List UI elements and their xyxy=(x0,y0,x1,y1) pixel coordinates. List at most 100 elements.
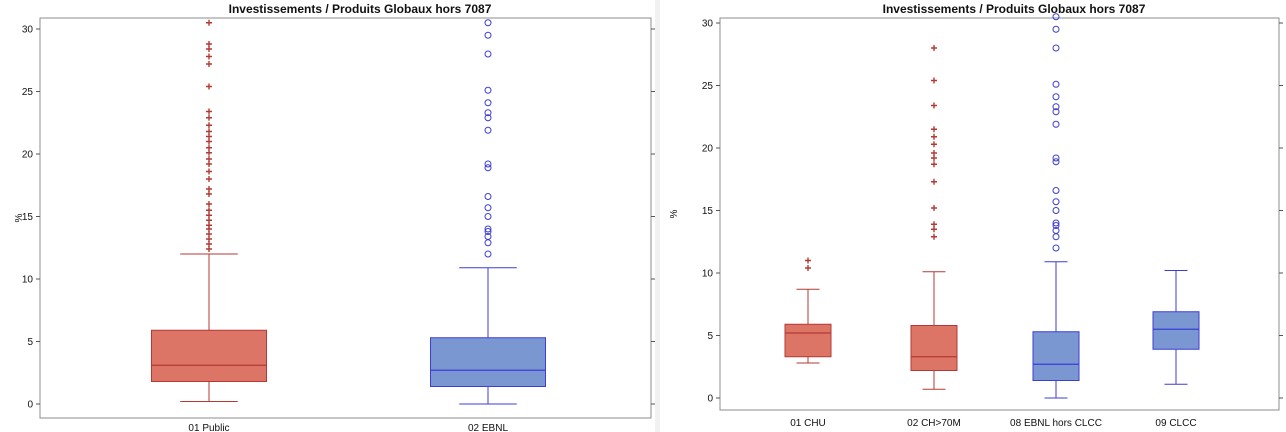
c1-box1-outlier xyxy=(206,144,212,151)
c1-box2-outlier xyxy=(484,213,492,220)
c2-box3-outlier xyxy=(1052,103,1060,111)
c1-box2-outlier xyxy=(484,160,492,168)
c2-box2-body xyxy=(910,325,958,371)
c1-box1-outlier xyxy=(206,41,212,47)
c1-box2-outlier xyxy=(484,31,492,39)
c2-box3-outlier xyxy=(1052,13,1060,21)
c1-box1-outlier xyxy=(206,19,212,26)
c2-box2-outlier xyxy=(931,141,937,148)
c1-box2-outlier xyxy=(484,228,492,235)
c1-y-tick-label: 15 xyxy=(22,212,34,223)
c1-box2-category-label: 02 EBNL xyxy=(468,423,508,432)
c2-box1-body xyxy=(784,323,832,358)
c2-box3-outlier xyxy=(1052,158,1060,166)
chart-panel-right: Investissements / Produits Globaux hors … xyxy=(660,0,1286,432)
c2-box2-outlier xyxy=(931,233,937,240)
c2-y-tick-label: 10 xyxy=(702,269,714,280)
c2-box3-outlier xyxy=(1052,198,1060,206)
c1-y-tick-label: 25 xyxy=(22,87,34,98)
c2-box2-outlier xyxy=(931,221,937,228)
c2-box3-category-label: 08 EBNL hors CLCC xyxy=(1010,418,1102,429)
c1-box2-outlier xyxy=(484,164,492,172)
c1-box2-body xyxy=(430,337,546,387)
c2-box3-outlier xyxy=(1052,25,1060,33)
c1-box1-outlier xyxy=(206,108,212,115)
c1-y-tick-label: 5 xyxy=(27,337,33,348)
c2-box4-category-label: 09 CLCC xyxy=(1155,418,1196,429)
c1-box1-outlier xyxy=(206,176,212,182)
c1-box1-outlier xyxy=(206,122,212,129)
c1-box2-outlier xyxy=(484,114,492,122)
c1-box1-outlier xyxy=(206,156,212,162)
c2-box2-outlier xyxy=(931,150,937,156)
c2-box2-outlier xyxy=(931,205,937,211)
c2-y-tick-label: 30 xyxy=(702,19,714,30)
c2-y-axis-label: % xyxy=(669,209,680,218)
c1-box1-outlier xyxy=(206,186,212,192)
c2-box4-body xyxy=(1152,311,1200,350)
c2-box3-outlier xyxy=(1052,108,1060,116)
boxplot-chart-left: Investissements / Produits Globaux hors … xyxy=(14,2,655,432)
c1-title: Investissements / Produits Globaux hors … xyxy=(229,2,492,16)
c2-box2-category-label: 02 CH>70M xyxy=(907,418,961,429)
c1-box2-outlier xyxy=(484,99,492,107)
c2-box2-outlier xyxy=(931,77,937,84)
c1-y-tick-label: 10 xyxy=(22,275,34,286)
c2-box3-outlier xyxy=(1052,244,1060,252)
c1-plot-frame xyxy=(39,17,652,419)
c2-box2-outlier xyxy=(931,161,937,168)
c1-box1-body xyxy=(151,329,267,382)
c1-y-tick-label: 20 xyxy=(22,150,34,161)
c2-box3-outlier xyxy=(1052,219,1060,227)
c1-box1-outlier xyxy=(206,207,212,214)
c2-y-tick-label: 5 xyxy=(707,331,713,342)
c2-box1-outlier xyxy=(805,257,811,264)
c1-box1-outlier xyxy=(206,83,212,90)
c2-box3-outlier xyxy=(1052,154,1060,162)
c1-box2-outlier xyxy=(484,239,492,247)
c2-box3-outlier xyxy=(1052,207,1060,214)
c1-y-tick-label: 0 xyxy=(27,400,33,411)
c1-box2-outlier xyxy=(484,126,492,134)
c1-y-tick-label: 30 xyxy=(22,25,34,36)
c2-box3-outlier xyxy=(1052,120,1060,128)
c1-box2-outlier xyxy=(484,250,492,258)
c2-title: Investissements / Produits Globaux hors … xyxy=(883,2,1146,16)
c2-box3-body xyxy=(1032,331,1080,381)
c1-y-axis-label: % xyxy=(14,213,25,222)
c2-y-tick-label: 0 xyxy=(707,394,713,405)
c1-box1-outlier xyxy=(206,128,212,135)
c1-box1-outlier xyxy=(206,61,212,67)
c2-box3-outlier xyxy=(1052,233,1060,241)
c1-box2-outlier xyxy=(484,19,492,27)
c2-plot-frame xyxy=(719,17,1280,411)
c2-box3-outlier xyxy=(1052,227,1060,234)
chart-panel-left: Investissements / Produits Globaux hors … xyxy=(0,0,655,432)
c2-box3-outlier xyxy=(1052,80,1060,88)
c1-box1-outlier xyxy=(206,53,212,60)
c1-box2-outlier xyxy=(484,233,492,240)
c1-box2-outlier xyxy=(484,225,492,233)
c2-box1-outlier xyxy=(805,265,811,271)
c1-box2-outlier xyxy=(484,109,492,117)
c2-y-tick-label: 20 xyxy=(702,144,714,155)
c1-box2-outlier xyxy=(484,50,492,58)
c2-box2-outlier xyxy=(931,133,937,140)
c2-box2-outlier xyxy=(931,178,937,185)
c1-box1-category-label: 01 Public xyxy=(188,423,229,432)
c2-box3-outlier xyxy=(1052,187,1060,194)
boxplot-chart-right: Investissements / Produits Globaux hors … xyxy=(669,2,1283,429)
c2-box2-outlier xyxy=(931,45,937,51)
c1-box1-outlier xyxy=(206,168,212,175)
c1-box2-outlier xyxy=(484,193,492,200)
c1-box1-outlier xyxy=(206,201,212,207)
c2-box3-outlier xyxy=(1052,222,1060,229)
c1-box1-outlier xyxy=(206,114,212,121)
c2-y-tick-label: 15 xyxy=(702,206,714,217)
c2-box1-category-label: 01 CHU xyxy=(790,418,826,429)
c2-y-tick-label: 25 xyxy=(702,81,714,92)
c1-box2-outlier xyxy=(484,86,492,94)
c2-box3-outlier xyxy=(1052,93,1060,101)
c2-box2-outlier xyxy=(931,102,937,109)
